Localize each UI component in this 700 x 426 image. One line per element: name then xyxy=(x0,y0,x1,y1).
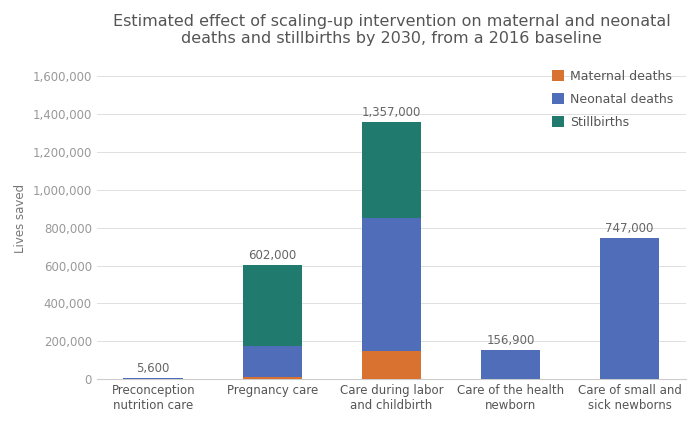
Text: 747,000: 747,000 xyxy=(606,222,654,235)
Text: 1,357,000: 1,357,000 xyxy=(362,106,421,119)
Bar xyxy=(242,346,302,377)
Bar xyxy=(481,349,540,379)
Bar xyxy=(242,265,302,346)
Y-axis label: Lives saved: Lives saved xyxy=(14,184,27,253)
Bar xyxy=(362,351,421,379)
Bar xyxy=(362,218,421,351)
Text: 602,000: 602,000 xyxy=(248,249,296,262)
Legend: Maternal deaths, Neonatal deaths, Stillbirths: Maternal deaths, Neonatal deaths, Stillb… xyxy=(545,63,680,135)
Text: 5,600: 5,600 xyxy=(136,363,170,375)
Bar xyxy=(123,378,183,379)
Text: 156,900: 156,900 xyxy=(486,334,535,347)
Bar xyxy=(242,377,302,379)
Bar xyxy=(600,238,659,379)
Title: Estimated effect of scaling-up intervention on maternal and neonatal
deaths and : Estimated effect of scaling-up intervent… xyxy=(113,14,671,46)
Bar xyxy=(362,122,421,218)
